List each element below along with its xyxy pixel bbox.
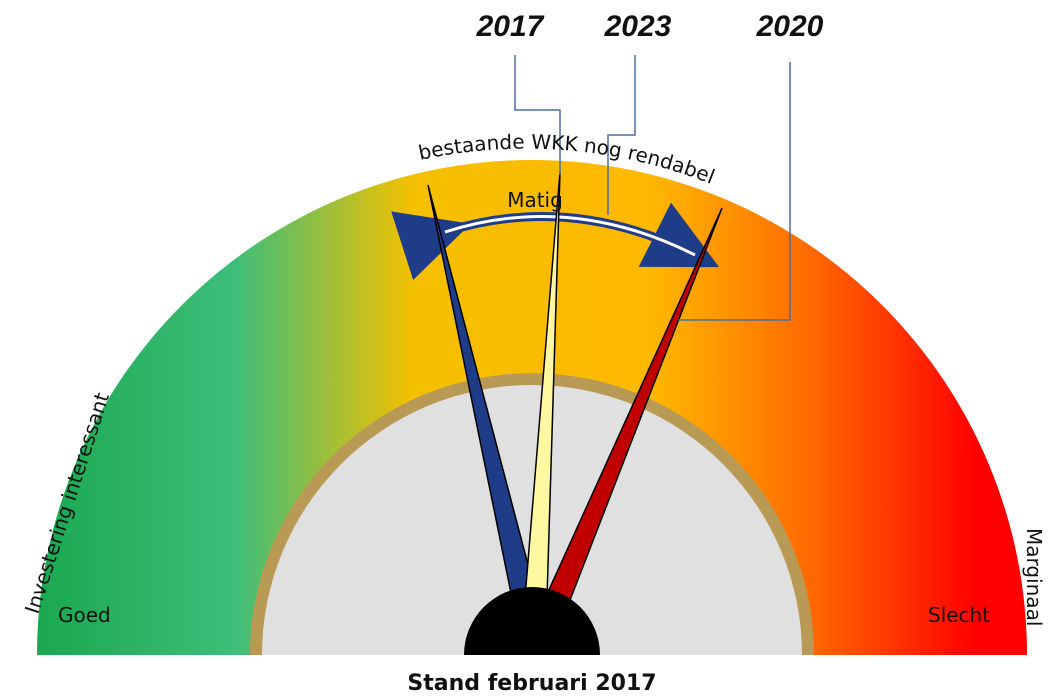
low-label: Goed [58,603,111,627]
right-label: Marginaal [1022,528,1046,626]
callout-box [735,0,850,60]
callout-lines [514,55,791,321]
band-arrow-inner [444,215,696,257]
callout-box [580,0,690,55]
caption: Stand februari 2017 [407,671,656,696]
callout-box [455,0,565,55]
hub [464,587,600,655]
band-label: Matig [507,188,563,212]
callout-year: 2023 [604,10,672,43]
callout-year: 2017 [476,10,545,43]
callout-year: 2020 [756,10,824,43]
high-label: Slecht [928,603,990,627]
